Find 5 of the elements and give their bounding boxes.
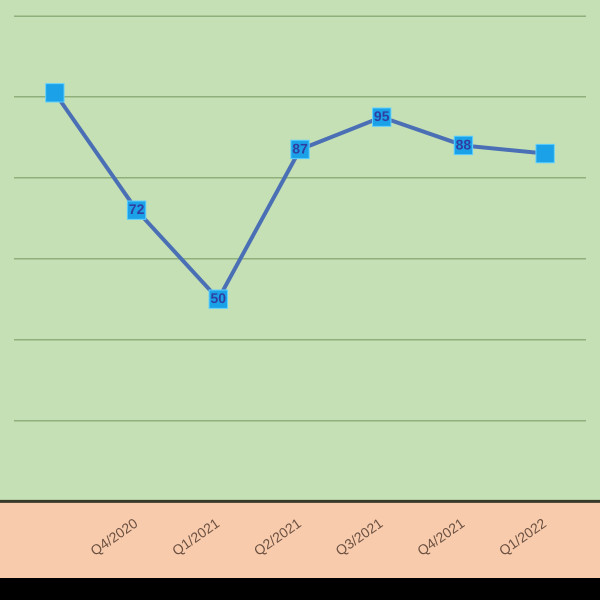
- data-label: 50: [210, 290, 226, 306]
- data-label: 87: [292, 140, 308, 156]
- data-label: 72: [128, 201, 145, 218]
- data-label: 88: [456, 136, 472, 152]
- data-label: 95: [374, 108, 390, 124]
